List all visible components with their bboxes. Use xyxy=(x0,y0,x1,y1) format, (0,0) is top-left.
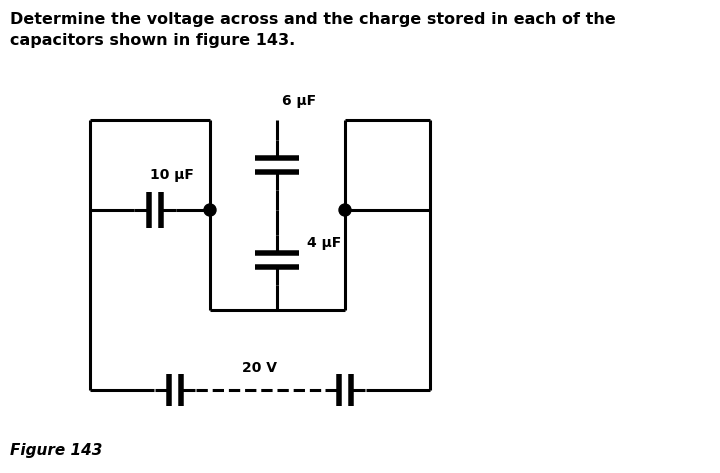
Text: 6 μF: 6 μF xyxy=(282,94,316,108)
Text: Figure 143: Figure 143 xyxy=(10,443,102,458)
Text: 20 V: 20 V xyxy=(243,361,277,375)
Text: 4 μF: 4 μF xyxy=(307,236,341,250)
Text: capacitors shown in figure 143.: capacitors shown in figure 143. xyxy=(10,33,295,48)
Circle shape xyxy=(339,204,351,216)
Circle shape xyxy=(204,204,216,216)
Text: Determine the voltage across and the charge stored in each of the: Determine the voltage across and the cha… xyxy=(10,12,616,27)
Text: 10 μF: 10 μF xyxy=(150,168,194,182)
